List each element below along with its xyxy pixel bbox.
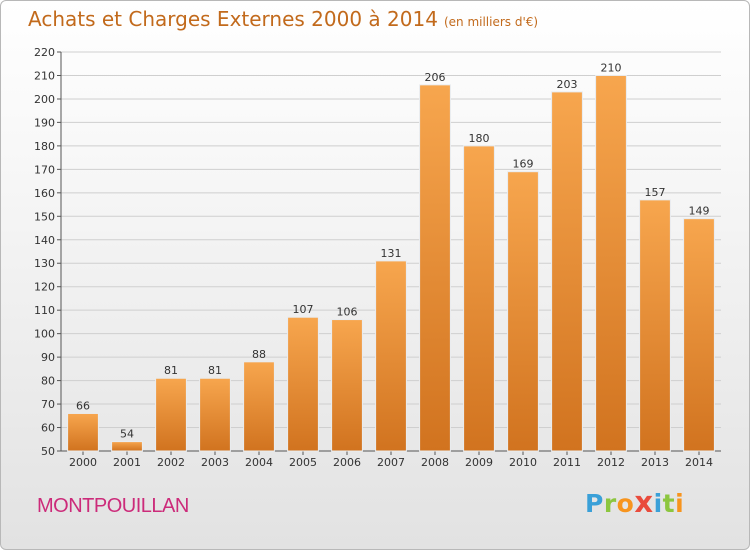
y-tick-label: 80 xyxy=(41,375,55,388)
logo-letter: i xyxy=(653,489,663,518)
data-label: 131 xyxy=(381,247,402,260)
bar xyxy=(243,361,275,452)
data-label: 81 xyxy=(164,364,178,377)
logo-letter: x xyxy=(634,485,654,519)
data-label: 169 xyxy=(513,158,534,171)
y-tick-label: 160 xyxy=(34,187,55,200)
commune-name: MONTPOUILLAN xyxy=(37,495,189,517)
x-tick-label: 2001 xyxy=(113,456,141,469)
logo-letter: P xyxy=(585,489,604,518)
data-label: 210 xyxy=(601,61,622,74)
x-tick-label: 2009 xyxy=(465,456,493,469)
y-tick-label: 180 xyxy=(34,140,55,153)
bar xyxy=(67,412,99,452)
x-tick-label: 2007 xyxy=(377,456,405,469)
y-tick-label: 100 xyxy=(34,328,55,341)
bar xyxy=(595,74,627,452)
y-tick-label: 120 xyxy=(34,281,55,294)
chart-title: Achats et Charges Externes 2000 à 2014 xyxy=(28,7,438,31)
bar xyxy=(155,377,187,452)
y-tick-label: 130 xyxy=(34,257,55,270)
bar xyxy=(287,316,319,452)
data-label: 54 xyxy=(120,428,134,441)
bar xyxy=(375,260,407,452)
data-label: 149 xyxy=(689,205,710,218)
y-tick-label: 210 xyxy=(34,69,55,82)
logo-letter: o xyxy=(616,489,635,518)
data-label: 107 xyxy=(293,303,314,316)
proxiti-logo: Proxiti xyxy=(585,485,685,519)
x-tick-label: 2011 xyxy=(553,456,581,469)
logo-letter: r xyxy=(603,489,617,518)
x-tick-label: 2008 xyxy=(421,456,449,469)
data-label: 106 xyxy=(337,306,358,319)
bar xyxy=(551,91,583,452)
data-label: 206 xyxy=(425,71,446,84)
x-tick-label: 2006 xyxy=(333,456,361,469)
bar xyxy=(683,218,715,452)
data-label: 203 xyxy=(557,78,578,91)
logo-letter: i xyxy=(675,489,685,518)
bar xyxy=(419,84,451,452)
y-tick-label: 200 xyxy=(34,93,55,106)
x-tick-label: 2013 xyxy=(641,456,669,469)
x-tick-label: 2010 xyxy=(509,456,537,469)
data-labels: 66 54 81 81 88 107 106 131 206 180 169 203 210 157 149 xyxy=(76,61,710,440)
chart-title-block: Achats et Charges Externes 2000 à 2014 (e… xyxy=(28,7,538,31)
y-tick-label: 110 xyxy=(34,304,55,317)
y-tick-label: 90 xyxy=(41,351,55,364)
y-tick-label: 190 xyxy=(34,116,55,129)
y-tick-label: 140 xyxy=(34,234,55,247)
x-tick-label: 2005 xyxy=(289,456,317,469)
y-tick-label: 70 xyxy=(41,398,55,411)
y-tick-label: 50 xyxy=(41,445,55,458)
data-label: 88 xyxy=(252,348,266,361)
x-tick-label: 2003 xyxy=(201,456,229,469)
data-label: 180 xyxy=(469,132,490,145)
bar xyxy=(331,319,363,452)
bar xyxy=(639,199,671,452)
logo-letter: t xyxy=(662,489,676,518)
x-tick-label: 2012 xyxy=(597,456,625,469)
bar xyxy=(199,377,231,452)
data-label: 81 xyxy=(208,364,222,377)
chart-subtitle: (en milliers d'€) xyxy=(443,15,539,29)
data-label: 157 xyxy=(645,186,666,199)
bar xyxy=(111,441,143,452)
x-tick-label: 2000 xyxy=(69,456,97,469)
x-tick-label: 2014 xyxy=(685,456,713,469)
x-tick-label: 2002 xyxy=(157,456,185,469)
y-tick-label: 60 xyxy=(41,422,55,435)
bar xyxy=(463,145,495,452)
y-tick-label: 220 xyxy=(34,46,55,59)
x-tick-label: 2004 xyxy=(245,456,273,469)
y-tick-label: 170 xyxy=(34,163,55,176)
data-label: 66 xyxy=(76,399,90,412)
y-tick-label: 150 xyxy=(34,210,55,223)
bar xyxy=(507,171,539,452)
bars xyxy=(67,74,715,452)
